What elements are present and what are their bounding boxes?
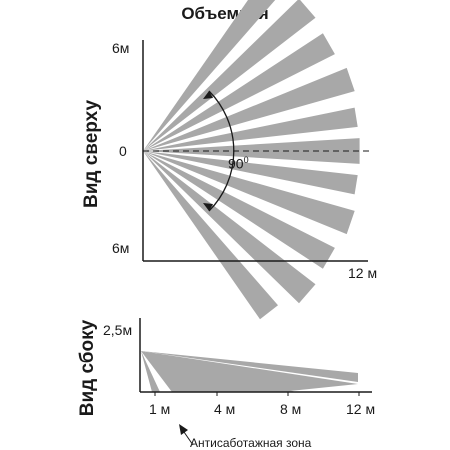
side-view-x-tick-8: 8 м <box>280 401 302 417</box>
top-view-zone-beam-5 <box>143 107 358 151</box>
top-view-y-bottom-label: 6м <box>112 240 130 256</box>
top-view-zone-beam-9 <box>143 151 335 269</box>
angle-label: 900 <box>228 155 249 172</box>
side-view-height-label: 2,5м <box>103 322 133 338</box>
top-view-zone-beam-4 <box>143 67 355 151</box>
top-view-y-mid-label: 0 <box>119 143 127 159</box>
side-view-label: Вид сбоку <box>77 319 98 417</box>
anti-tamper-pointer-line <box>183 431 194 446</box>
side-view-x-tick-4: 4 м <box>214 401 236 417</box>
top-view-zones <box>143 0 360 320</box>
top-view-zone-beam-1 <box>143 0 276 151</box>
anti-tamper-zone-label: Антисаботажная зона <box>190 436 312 450</box>
side-view-zone-beam-1 <box>141 351 160 392</box>
side-view-x-tick-1: 1 м <box>149 401 171 417</box>
side-view-zone-beam-5 <box>141 351 358 382</box>
top-view-y-top-label: 6м <box>112 40 130 56</box>
side-view-zone-beam-4 <box>141 351 358 392</box>
side-view-x-tick-12: 12 м <box>346 401 376 417</box>
top-view-zone-beam-3 <box>143 33 335 151</box>
angle-arrow-down <box>203 203 213 211</box>
top-view-zone-beam-8 <box>143 151 355 235</box>
angle-arrow-up <box>203 91 213 99</box>
side-view-tick-marks <box>154 392 360 396</box>
top-view-zone-beam-11 <box>143 151 278 320</box>
top-view-x-end-label: 12 м <box>348 265 378 281</box>
top-view-zone-beam-6 <box>143 138 360 164</box>
top-view-zone-beam-10 <box>143 151 316 304</box>
angle-arc <box>208 90 235 212</box>
top-view-zone-beam-7 <box>143 151 358 195</box>
angle-value: 90 <box>228 155 244 172</box>
side-view-zones <box>141 351 358 392</box>
angle-degree-mark: 0 <box>243 155 249 165</box>
anti-tamper-arrow-icon <box>179 424 188 435</box>
top-view-zone-beam-2 <box>143 0 316 151</box>
top-view-label: Вид сверху <box>81 99 102 209</box>
